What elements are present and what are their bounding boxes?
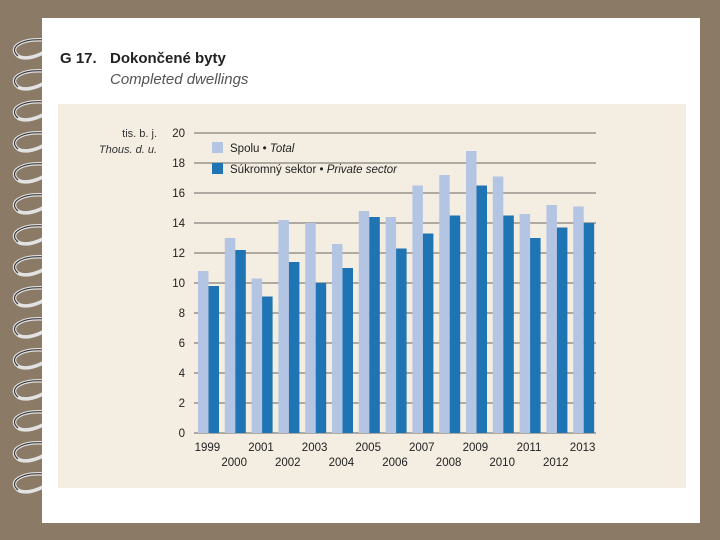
bar-private-2005: [369, 217, 380, 433]
legend-swatch-private: [212, 163, 223, 174]
bar-private-2008: [449, 215, 461, 433]
legend: Spolu • Total Súkromný sektor • Private …: [212, 142, 398, 176]
y-tick-label: 6: [179, 338, 185, 350]
spiral-ring-shadow: [13, 225, 47, 243]
legend-swatch-total: [212, 142, 223, 153]
bar-total-2010: [492, 176, 504, 433]
y-tick-label: 14: [172, 218, 185, 230]
x-tick-label: 2001: [248, 442, 274, 454]
x-tick-label: 2008: [436, 457, 462, 469]
bar-total-2005: [358, 211, 370, 433]
bar-total-2003: [305, 223, 316, 433]
bar-total-2004: [332, 244, 343, 433]
x-tick-label: 1999: [195, 442, 221, 454]
y-tick-label: 2: [179, 398, 185, 410]
x-tick-label: 2004: [329, 457, 355, 469]
y-axis-label-english: Thous. d. u.: [99, 144, 157, 156]
spiral-ring-shadow: [13, 380, 47, 398]
bar-private-2006: [396, 248, 407, 433]
spiral-ring-shadow: [13, 39, 47, 57]
x-tick-label: 2002: [275, 457, 301, 469]
legend-label-private: Súkromný sektor • Private sector: [230, 164, 398, 176]
bar-total-1999: [198, 271, 209, 433]
bar-private-2010: [503, 215, 514, 433]
spiral-ring-shadow: [13, 349, 47, 367]
spiral-ring-shadow: [13, 318, 47, 336]
bar-private-2012: [556, 227, 568, 433]
bar-total-2012: [546, 205, 557, 433]
bar-private-2003: [315, 283, 327, 433]
chart-title-english: Completed dwellings: [110, 71, 249, 88]
bar-total-2007: [412, 185, 423, 433]
bar-private-2011: [530, 238, 541, 433]
bar-total-2008: [439, 175, 450, 433]
bar-private-2009: [476, 185, 487, 433]
spiral-ring-shadow: [13, 163, 47, 181]
spiral-ring-shadow: [13, 442, 47, 460]
bar-total-2001: [251, 278, 263, 433]
bar-total-2000: [224, 238, 236, 433]
spiral-ring-shadow: [13, 132, 47, 150]
x-tick-label: 2011: [517, 442, 542, 454]
x-tick-label: 2005: [355, 442, 381, 454]
x-tick-label: 2010: [489, 457, 515, 469]
y-tick-label: 12: [172, 248, 185, 260]
bar-total-2006: [385, 217, 397, 433]
spiral-ring-shadow: [13, 70, 47, 88]
bar-total-2013: [573, 206, 584, 433]
y-tick-labels: 0 2 4 6 8 10 12 14 16 18 20: [172, 128, 185, 440]
bar-private-2001: [262, 296, 273, 433]
y-tick-label: 4: [179, 368, 186, 380]
y-tick-label: 10: [172, 278, 185, 290]
spiral-binding: [12, 38, 66, 506]
bar-private-2007: [422, 233, 434, 433]
spiral-ring-shadow: [13, 473, 47, 491]
y-tick-label: 18: [172, 158, 185, 170]
bar-private-2000: [235, 250, 246, 433]
y-tick-label: 0: [179, 428, 185, 440]
spiral-ring-shadow: [13, 256, 47, 274]
bar-total-2002: [278, 220, 289, 433]
x-tick-label: 2007: [409, 442, 435, 454]
x-tick-label: 2003: [302, 442, 328, 454]
y-tick-label: 16: [172, 188, 185, 200]
bar-private-1999: [208, 286, 219, 433]
bar-total-2009: [466, 151, 477, 433]
y-tick-label: 8: [179, 308, 185, 320]
x-tick-label: 2012: [543, 457, 569, 469]
x-tick-label: 2013: [570, 442, 596, 454]
bar-private-2004: [342, 268, 353, 433]
bars: [198, 151, 595, 433]
y-tick-label: 20: [172, 128, 185, 140]
legend-label-total: Spolu • Total: [230, 143, 295, 155]
bar-private-2013: [583, 223, 595, 433]
x-tick-label: 2000: [221, 457, 247, 469]
spiral-ring-shadow: [13, 411, 47, 429]
chart-title-code: G 17.: [60, 50, 97, 67]
x-tick-label: 2009: [463, 442, 489, 454]
spiral-ring-shadow: [13, 287, 47, 305]
y-axis-label-czech: tis. b. j.: [122, 128, 157, 140]
x-tick-labels: 1999200020012002200320042005200620072008…: [195, 442, 596, 469]
bar-private-2002: [288, 262, 300, 433]
x-tick-label: 2006: [382, 457, 408, 469]
spiral-ring-shadow: [13, 101, 47, 119]
chart-title-czech: Dokončené byty: [110, 50, 226, 67]
spiral-ring-shadow: [13, 194, 47, 212]
bar-total-2011: [519, 214, 531, 433]
